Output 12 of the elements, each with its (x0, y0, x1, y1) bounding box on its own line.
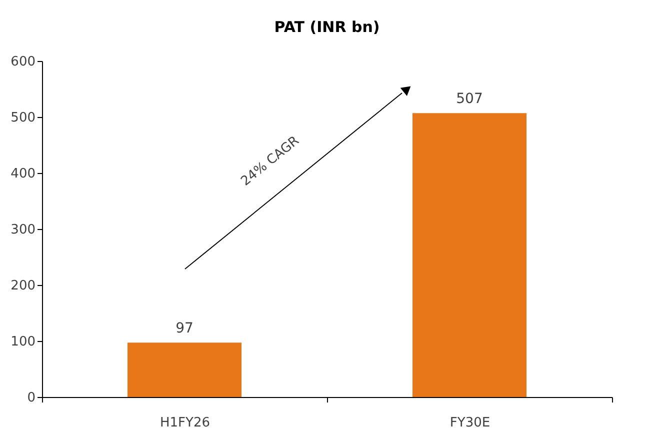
y-tick-label: 400 (10, 166, 36, 182)
y-tick-label: 200 (10, 278, 36, 294)
y-tick-label: 100 (10, 334, 36, 350)
y-tick-label: 300 (10, 222, 36, 238)
y-tick-label: 500 (10, 110, 36, 126)
x-tick-label: FY30E (450, 416, 490, 430)
data-label: 507 (456, 91, 483, 108)
x-tick-label: H1FY26 (160, 416, 210, 430)
y-tick-label: 600 (10, 54, 36, 70)
data-label: 97 (176, 320, 194, 337)
y-tick-label: 0 (27, 390, 36, 406)
chart-title: PAT (INR bn) (274, 18, 380, 36)
